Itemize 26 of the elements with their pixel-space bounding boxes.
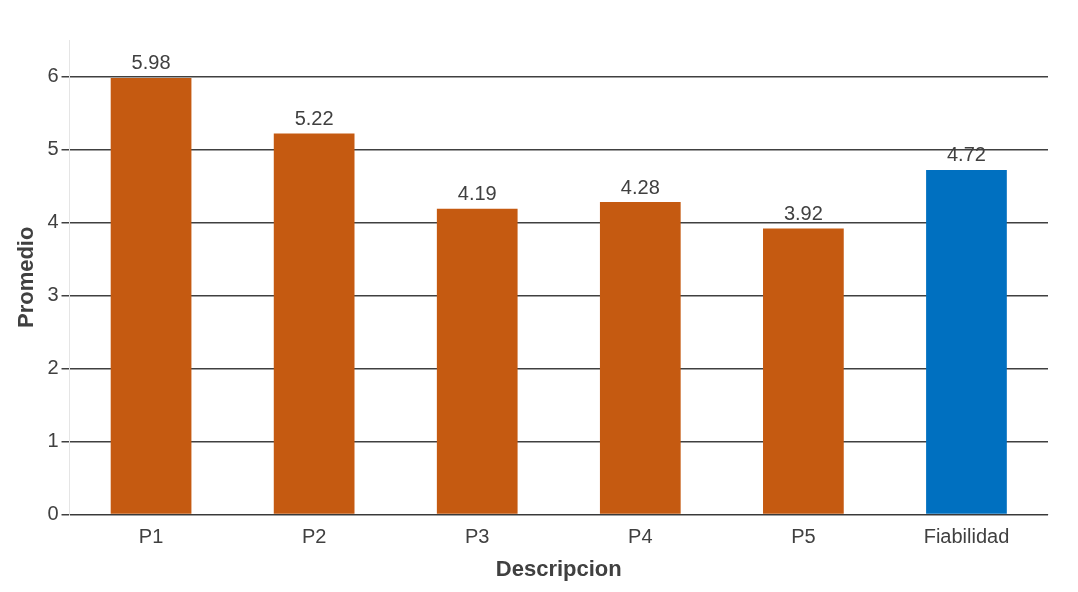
data-label: 4.28 <box>620 175 660 198</box>
y-tick-label: 1 <box>47 429 59 452</box>
x-tick-label: Fiabilidad <box>923 525 1010 548</box>
y-tick-label: 0 <box>47 502 59 525</box>
y-tick-label: 2 <box>47 356 59 379</box>
bar <box>599 202 681 514</box>
y-tick-label: 4 <box>47 210 59 233</box>
bar <box>763 228 844 514</box>
x-tick-label: P1 <box>138 525 164 548</box>
data-label: 5.22 <box>294 106 334 129</box>
y-tick-label: 5 <box>47 137 59 160</box>
data-label: 5.98 <box>131 51 171 74</box>
data-label: 3.92 <box>783 201 823 224</box>
data-label: 4.19 <box>457 182 497 205</box>
x-tick-label: P3 <box>464 525 490 548</box>
bar <box>110 77 192 514</box>
x-tick-label: P4 <box>628 525 653 548</box>
y-tick-label: 6 <box>47 64 59 87</box>
x-axis-title: Descripcion <box>495 555 622 581</box>
bar <box>436 208 518 514</box>
y-tick-label: 3 <box>47 283 59 306</box>
bar <box>273 133 355 514</box>
x-tick-label: P5 <box>791 525 816 548</box>
x-tick-label: P2 <box>301 525 327 548</box>
y-axis-title: Promedio <box>13 226 39 329</box>
bar <box>926 169 1007 514</box>
